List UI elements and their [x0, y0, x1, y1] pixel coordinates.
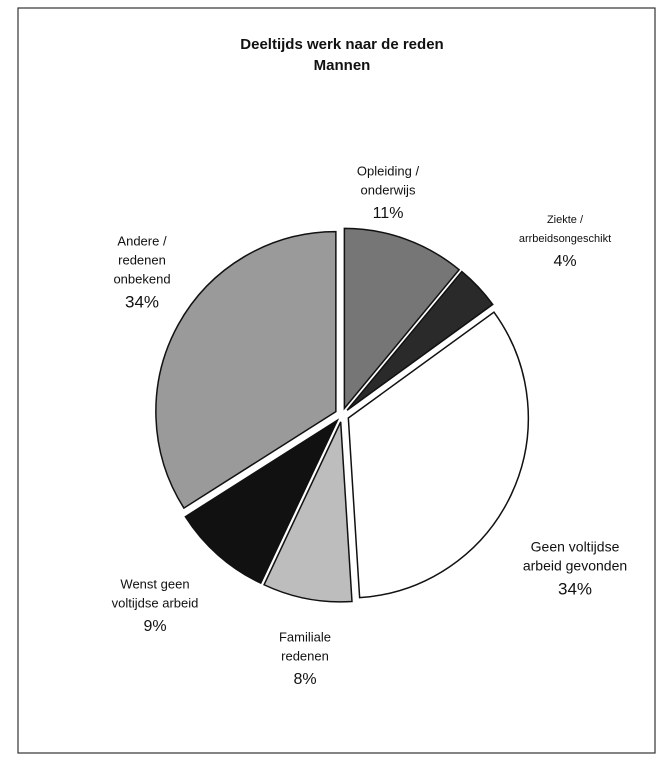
slice-value-label: 4%	[553, 253, 576, 270]
slice-label: Familiale	[279, 629, 331, 644]
slice-label: Opleiding /	[357, 163, 420, 178]
pie-slice	[263, 421, 353, 603]
slice-label: onbekend	[113, 271, 170, 286]
slice-label: Andere /	[117, 233, 167, 248]
slice-value-label: 34%	[125, 292, 159, 311]
pie-slice	[184, 418, 340, 585]
slice-value-label: 8%	[293, 671, 316, 688]
pie-slice	[155, 230, 337, 510]
chart-title: Deeltijds werk naar de reden	[240, 36, 443, 53]
slice-label: redenen	[281, 648, 329, 663]
slice-label: redenen	[118, 252, 166, 267]
slice-value-label: 11%	[373, 205, 404, 222]
pie-slice	[347, 311, 530, 599]
slice-value-label: 34%	[558, 579, 592, 598]
slice-value-label: 9%	[143, 618, 166, 635]
frame	[17, 7, 656, 754]
slice-label: onderwijs	[361, 182, 416, 197]
slice-label: Wenst geen	[120, 576, 189, 591]
slice-label: Ziekte /	[547, 214, 584, 226]
slice-label: Geen voltijdse	[531, 539, 620, 555]
pie-slice	[343, 227, 461, 411]
slice-label: voltijdse arbeid	[112, 595, 199, 610]
slice-label: arbeid gevonden	[523, 558, 627, 574]
pie-slice	[346, 270, 494, 411]
chart-subtitle: Mannen	[314, 57, 371, 74]
slice-label: arrbeidsongeschikt	[519, 233, 611, 245]
